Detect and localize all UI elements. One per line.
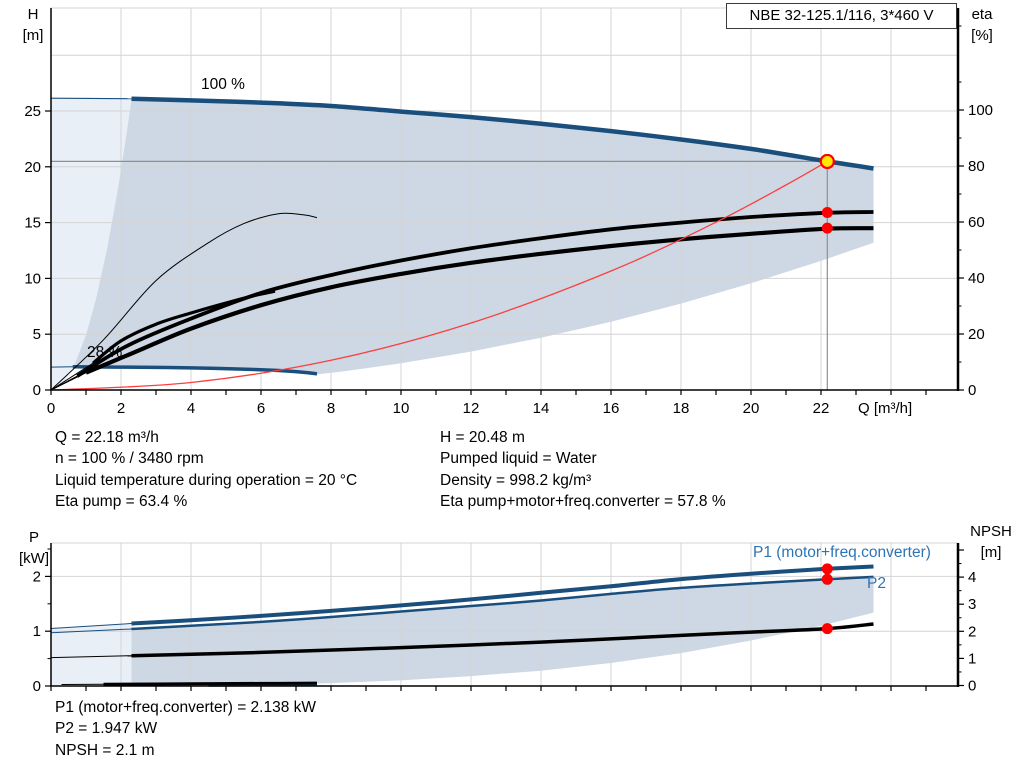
y-right-tick-label: 80 — [968, 158, 985, 175]
p2-point — [821, 573, 833, 585]
p-axis-label-unit: [kW] — [19, 550, 49, 567]
annotation-line: Q = 22.18 m³/h — [55, 429, 159, 446]
npsh-axis-label-unit: [m] — [980, 544, 1002, 561]
curve-p2 — [131, 575, 874, 631]
y-left-tick-label: 2 — [33, 568, 41, 585]
y-left-tick-label: 0 — [33, 382, 41, 399]
annotation-line: Eta pump = 63.4 % — [55, 492, 188, 510]
curve-eta-total — [85, 226, 874, 375]
operating-envelope-left-light — [51, 98, 132, 390]
annotation-line: Pumped liquid = Water — [440, 450, 597, 468]
annotation-line: n = 100 % / 3480 rpm — [55, 450, 204, 468]
y-right-tick-label: 3 — [968, 596, 976, 613]
curve-npsh — [131, 622, 874, 658]
x-tick-label: 8 — [327, 400, 335, 417]
eta-total-point — [821, 222, 833, 234]
duty-point — [819, 153, 835, 170]
x-tick-label: 22 — [813, 400, 830, 417]
h-axis-label-unit: [m] — [22, 27, 44, 44]
y-left-tick-label: 15 — [24, 215, 41, 232]
power-envelope-left-light — [51, 623, 359, 686]
curve-28pct — [72, 365, 318, 376]
y-right-tick-label: 20 — [968, 326, 985, 343]
eta-pump-point — [821, 206, 833, 218]
annotation-line: NPSH = 2.1 m — [55, 741, 155, 759]
x-tick-label: 14 — [533, 400, 550, 417]
y-right-tick-label: 1 — [968, 650, 976, 667]
y-right-tick-label: 0 — [968, 678, 976, 695]
duty-annotations-left: Q = 22.18 m³/h n = 100 % / 3480 rpm Liquid… — [55, 427, 357, 512]
annotation-line: Density = 998.2 kg/m³ — [440, 471, 592, 489]
annotation-line: H = 20.48 m — [440, 429, 525, 446]
curve-p-28pct — [103, 681, 318, 686]
eta-axis-label-symbol: eta — [971, 6, 993, 23]
x-tick-label: 0 — [47, 400, 55, 417]
y-left-tick-label: 10 — [24, 270, 41, 287]
y-left-tick-label: 5 — [33, 326, 41, 343]
x-tick-label: 12 — [463, 400, 480, 417]
label-p2-curve: P2 — [867, 575, 886, 592]
x-tick-label: 10 — [393, 400, 410, 417]
curve-p2-lead — [50, 628, 132, 634]
p-axis-label: P [kW] — [10, 527, 58, 569]
curve-npsh-lead — [50, 655, 132, 659]
pump-title-box: NBE 32-125.1/116, 3*460 V — [726, 3, 957, 29]
x-tick-label: 2 — [117, 400, 125, 417]
h-axis-label: H [m] — [13, 4, 53, 46]
annotation-line: Eta pump+motor+freq.converter = 57.8 % — [440, 492, 726, 510]
curve-p1-lead — [50, 623, 132, 629]
curve-eta-28pct-b — [91, 289, 276, 365]
npsh-axis-label-symbol: NPSH — [970, 523, 1012, 540]
curve-p1 — [131, 564, 874, 626]
system-curve — [50, 160, 828, 391]
x-tick-label: 6 — [257, 400, 265, 417]
x-tick-label: 18 — [673, 400, 690, 417]
annotation-line: P1 (motor+freq.converter) = 2.138 kW — [55, 699, 317, 716]
y-right-tick-label: 100 — [968, 102, 993, 119]
x-tick-label: 4 — [187, 400, 195, 417]
power-annotations: P1 (motor+freq.converter) = 2.138 kW P2 =… — [55, 697, 316, 761]
x-tick-label: 16 — [603, 400, 620, 417]
curve-100pct-lead — [50, 97, 132, 100]
p-axis-label-symbol: P — [28, 529, 39, 546]
q-axis-label: Q [m³/h] — [858, 400, 913, 417]
eta-axis-label-unit: [%] — [971, 27, 993, 44]
curve-eta-pump — [76, 210, 874, 378]
duty-annotations-right: H = 20.48 m Pumped liquid = Water Density … — [440, 427, 726, 512]
label-28pct: 28 % — [87, 344, 123, 361]
curve-eta-total-lead — [50, 372, 87, 391]
y-right-tick-label: 60 — [968, 214, 985, 231]
p1-point — [821, 563, 833, 575]
y-right-tick-label: 0 — [968, 382, 976, 399]
curve-eta-28pct-b-lead — [50, 362, 94, 391]
x-tick-label: 20 — [743, 400, 760, 417]
h-axis-label-symbol: H — [27, 6, 39, 23]
npsh-axis-label: NPSH [m] — [962, 521, 1020, 563]
label-100pct: 100 % — [201, 76, 245, 93]
y-left-tick-label: 20 — [24, 159, 41, 176]
annotation-line: P2 = 1.947 kW — [55, 720, 158, 738]
y-right-tick-label: 2 — [968, 623, 976, 640]
npsh-point — [821, 623, 833, 635]
y-right-tick-label: 40 — [968, 270, 985, 287]
y-right-tick-label: 4 — [968, 569, 976, 586]
eta-axis-label: eta [%] — [961, 4, 1003, 46]
annotation-line: Liquid temperature during operation = 20… — [55, 471, 358, 489]
y-left-tick-label: 1 — [33, 623, 41, 640]
label-p1-curve: P1 (motor+freq.converter) — [753, 544, 931, 561]
speed-control-envelope-dark — [73, 98, 874, 375]
y-left-tick-label: 0 — [33, 678, 41, 695]
curve-eta-28pct-thin — [50, 212, 318, 391]
curve-100pct — [131, 96, 874, 171]
y-left-tick-label: 25 — [24, 103, 41, 120]
